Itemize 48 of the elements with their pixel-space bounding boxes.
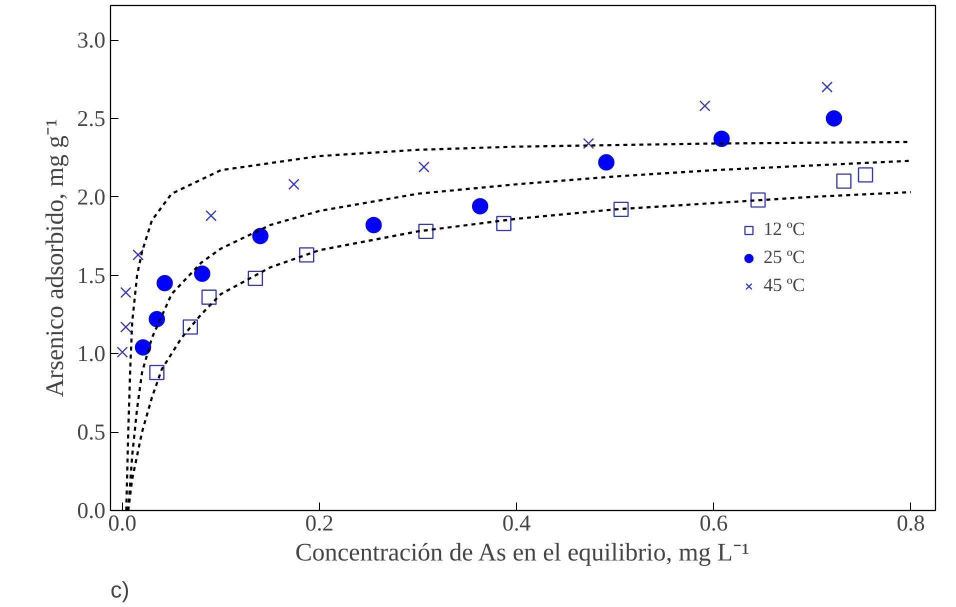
point: [248, 270, 264, 286]
point: [134, 339, 152, 356]
x-axis-title: Concentración de As en el equilibrio, mg L⁻¹: [295, 538, 750, 566]
point: [201, 290, 217, 305]
y-tick-label: 2.5: [77, 106, 106, 131]
x-tick-label: 0.8: [896, 510, 926, 536]
point: [472, 198, 488, 214]
y-tick-label: 2.0: [77, 184, 106, 210]
point: [858, 167, 874, 183]
x-tick-label: 0.6: [700, 510, 728, 536]
point: [205, 210, 217, 222]
point: [826, 110, 842, 127]
point: [288, 178, 300, 190]
x-tick-label: 0.0: [108, 510, 136, 536]
point: [613, 202, 629, 218]
legend-label: 25 ºC: [763, 246, 805, 268]
point: [182, 319, 198, 335]
point: [582, 138, 594, 150]
point: [821, 81, 833, 93]
point: [598, 154, 614, 170]
point: [120, 286, 132, 298]
point: [149, 364, 164, 380]
point: [699, 100, 710, 112]
legend-label: 45 ºC: [763, 274, 805, 296]
point: [148, 311, 165, 328]
y-tick-label: 0.5: [77, 420, 106, 445]
point: [132, 249, 144, 260]
point: [496, 216, 512, 232]
text: c): [110, 576, 130, 602]
point: [194, 266, 210, 282]
point: [713, 130, 730, 147]
y-axis-title: Arsenico adsorbido, mg g⁻¹: [41, 118, 70, 398]
point: [252, 228, 268, 244]
point: [366, 216, 382, 234]
point: [120, 321, 132, 333]
y-tick-label: 3.0: [77, 28, 106, 53]
point: [418, 161, 430, 173]
point: [116, 346, 128, 358]
legend-label: 12 ºC: [763, 218, 805, 240]
y-tick-label: 1.0: [77, 341, 106, 366]
point: [750, 192, 766, 208]
point: [836, 174, 852, 189]
y-tick-label: 1.5: [77, 262, 106, 288]
x-tick-label: 0.2: [305, 510, 334, 536]
point: [418, 224, 434, 239]
point: [298, 247, 314, 263]
point: [156, 274, 173, 292]
x-tick-label: 0.4: [502, 510, 531, 536]
